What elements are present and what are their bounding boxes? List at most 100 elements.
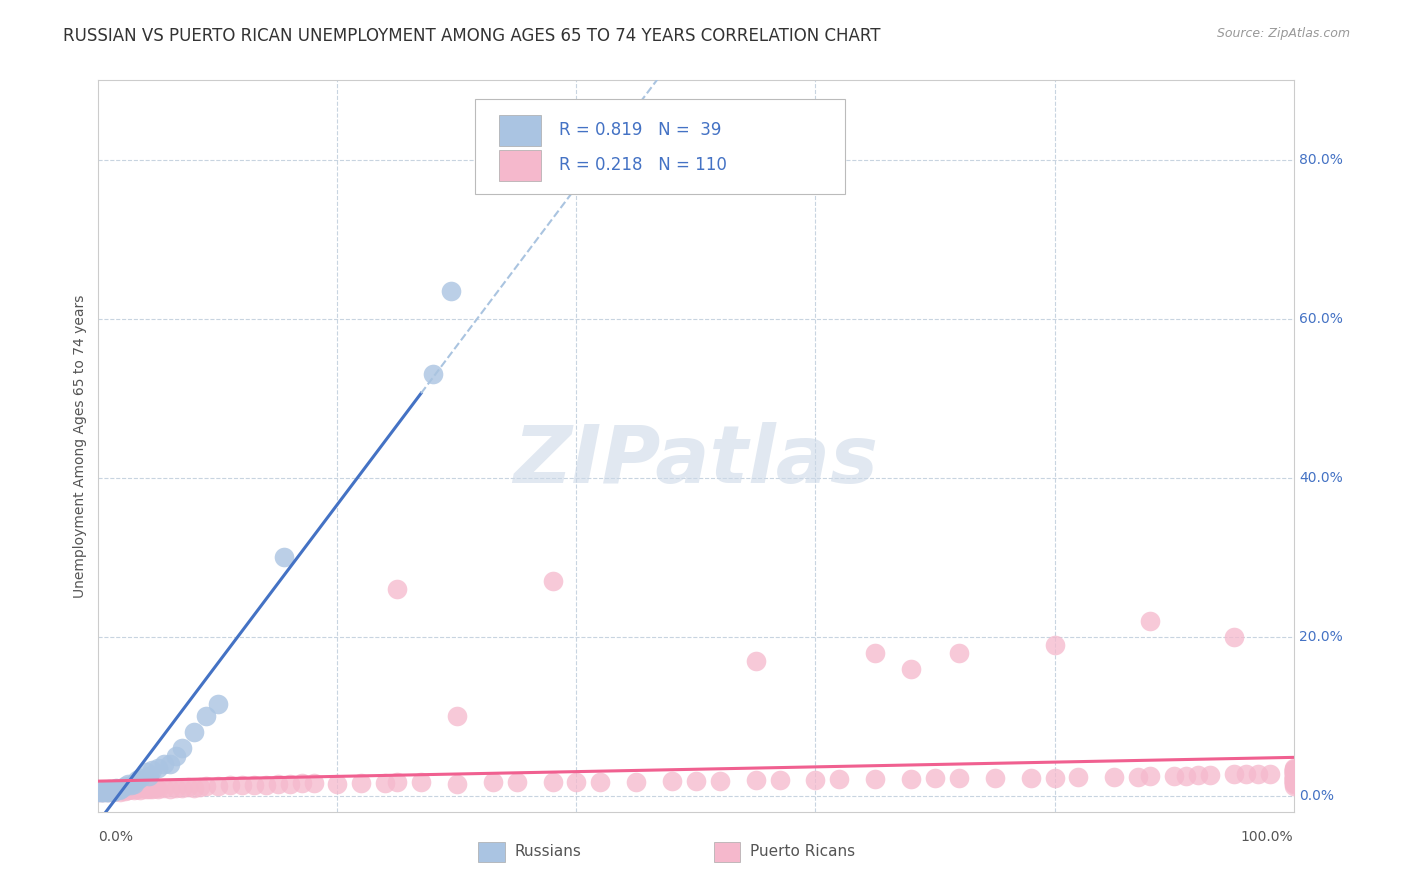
Point xyxy=(138,769,160,783)
Point xyxy=(440,284,463,298)
Point xyxy=(1163,769,1185,783)
Point xyxy=(1282,770,1305,784)
Point xyxy=(159,757,181,772)
Text: 20.0%: 20.0% xyxy=(1299,630,1343,644)
Point xyxy=(138,781,160,796)
Point xyxy=(97,785,120,799)
Point xyxy=(87,785,110,799)
Point xyxy=(231,779,253,793)
Text: Puerto Ricans: Puerto Ricans xyxy=(749,845,855,860)
Point xyxy=(374,776,396,790)
Point xyxy=(120,779,142,793)
Point xyxy=(481,775,505,789)
Point xyxy=(108,785,131,799)
Point xyxy=(1139,614,1161,628)
FancyBboxPatch shape xyxy=(499,115,541,145)
Point xyxy=(1043,638,1066,652)
Point xyxy=(1104,770,1126,784)
Point xyxy=(1223,630,1246,644)
Point xyxy=(188,780,211,794)
Point xyxy=(267,777,290,791)
Point xyxy=(1282,772,1305,787)
Point xyxy=(104,784,127,798)
Point xyxy=(96,785,118,799)
Point xyxy=(120,782,142,797)
Point xyxy=(97,784,120,798)
Point xyxy=(108,781,131,796)
FancyBboxPatch shape xyxy=(478,842,505,863)
Point xyxy=(135,764,157,779)
Point xyxy=(107,782,129,797)
Point xyxy=(1282,777,1305,791)
Point xyxy=(804,772,827,787)
Point xyxy=(745,654,768,668)
Point xyxy=(924,772,946,786)
Point xyxy=(91,785,114,799)
Point xyxy=(1282,779,1305,793)
Point xyxy=(1019,771,1042,785)
Point xyxy=(1187,768,1209,782)
Point xyxy=(506,775,529,789)
Point xyxy=(565,774,588,789)
Point xyxy=(273,550,295,565)
Point xyxy=(865,646,887,660)
Point xyxy=(1282,772,1305,786)
Text: 0.0%: 0.0% xyxy=(1299,789,1334,803)
FancyBboxPatch shape xyxy=(499,150,541,181)
Point xyxy=(111,780,134,795)
Point xyxy=(195,709,218,723)
FancyBboxPatch shape xyxy=(714,842,740,863)
Point xyxy=(105,780,128,795)
Point xyxy=(129,772,152,786)
Point xyxy=(948,646,970,660)
Point xyxy=(1139,769,1161,783)
Point xyxy=(446,777,468,791)
Point xyxy=(541,774,564,789)
Point xyxy=(91,785,114,799)
Point xyxy=(100,783,122,797)
Point xyxy=(685,773,707,788)
Point xyxy=(90,785,112,799)
Point xyxy=(1282,762,1305,776)
Point xyxy=(278,777,301,791)
FancyBboxPatch shape xyxy=(475,99,845,194)
Point xyxy=(111,783,134,797)
Point xyxy=(131,780,153,795)
Point xyxy=(1223,767,1246,781)
Point xyxy=(98,785,122,799)
Text: ZIPatlas: ZIPatlas xyxy=(513,422,879,500)
Point xyxy=(948,772,970,786)
Point xyxy=(768,772,790,787)
Text: RUSSIAN VS PUERTO RICAN UNEMPLOYMENT AMONG AGES 65 TO 74 YEARS CORRELATION CHART: RUSSIAN VS PUERTO RICAN UNEMPLOYMENT AMO… xyxy=(63,27,880,45)
Point xyxy=(1282,765,1305,780)
Point xyxy=(145,780,167,795)
Point xyxy=(117,777,139,791)
Point xyxy=(254,778,277,792)
Point xyxy=(94,784,117,798)
Point xyxy=(124,777,146,791)
Point xyxy=(326,777,349,791)
Point xyxy=(1128,770,1150,784)
Point xyxy=(411,775,433,789)
Point xyxy=(172,741,194,756)
Point xyxy=(243,778,266,792)
Point xyxy=(153,780,176,795)
Point xyxy=(207,698,229,712)
Y-axis label: Unemployment Among Ages 65 to 74 years: Unemployment Among Ages 65 to 74 years xyxy=(73,294,87,598)
Point xyxy=(148,781,170,796)
Point xyxy=(865,772,887,786)
Point xyxy=(1282,763,1305,777)
Point xyxy=(98,784,122,798)
Point xyxy=(103,784,125,798)
Point xyxy=(125,782,148,797)
Point xyxy=(105,783,128,797)
Point xyxy=(148,761,170,775)
Point xyxy=(828,772,851,786)
Point xyxy=(101,783,124,797)
Point xyxy=(626,774,648,789)
Point xyxy=(159,781,181,796)
Text: Source: ZipAtlas.com: Source: ZipAtlas.com xyxy=(1216,27,1350,40)
Point xyxy=(1175,769,1198,783)
Text: 80.0%: 80.0% xyxy=(1299,153,1343,167)
Point xyxy=(1043,771,1066,785)
